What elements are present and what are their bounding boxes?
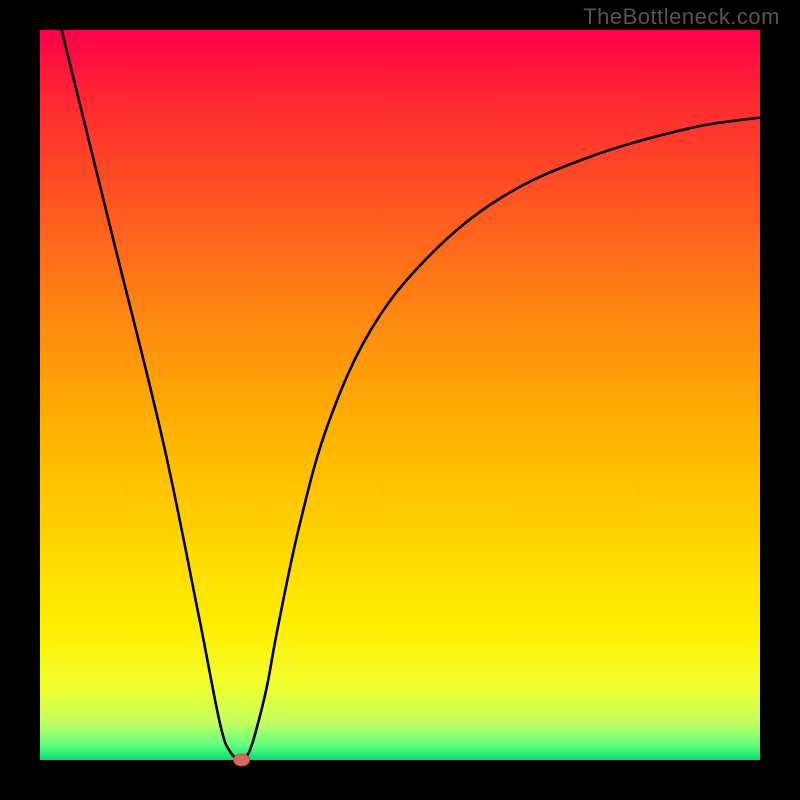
gradient-background bbox=[40, 30, 760, 760]
watermark-text: TheBottleneck.com bbox=[583, 4, 780, 30]
minimum-marker bbox=[234, 754, 250, 766]
bottleneck-plot bbox=[0, 0, 800, 800]
chart-canvas: TheBottleneck.com bbox=[0, 0, 800, 800]
